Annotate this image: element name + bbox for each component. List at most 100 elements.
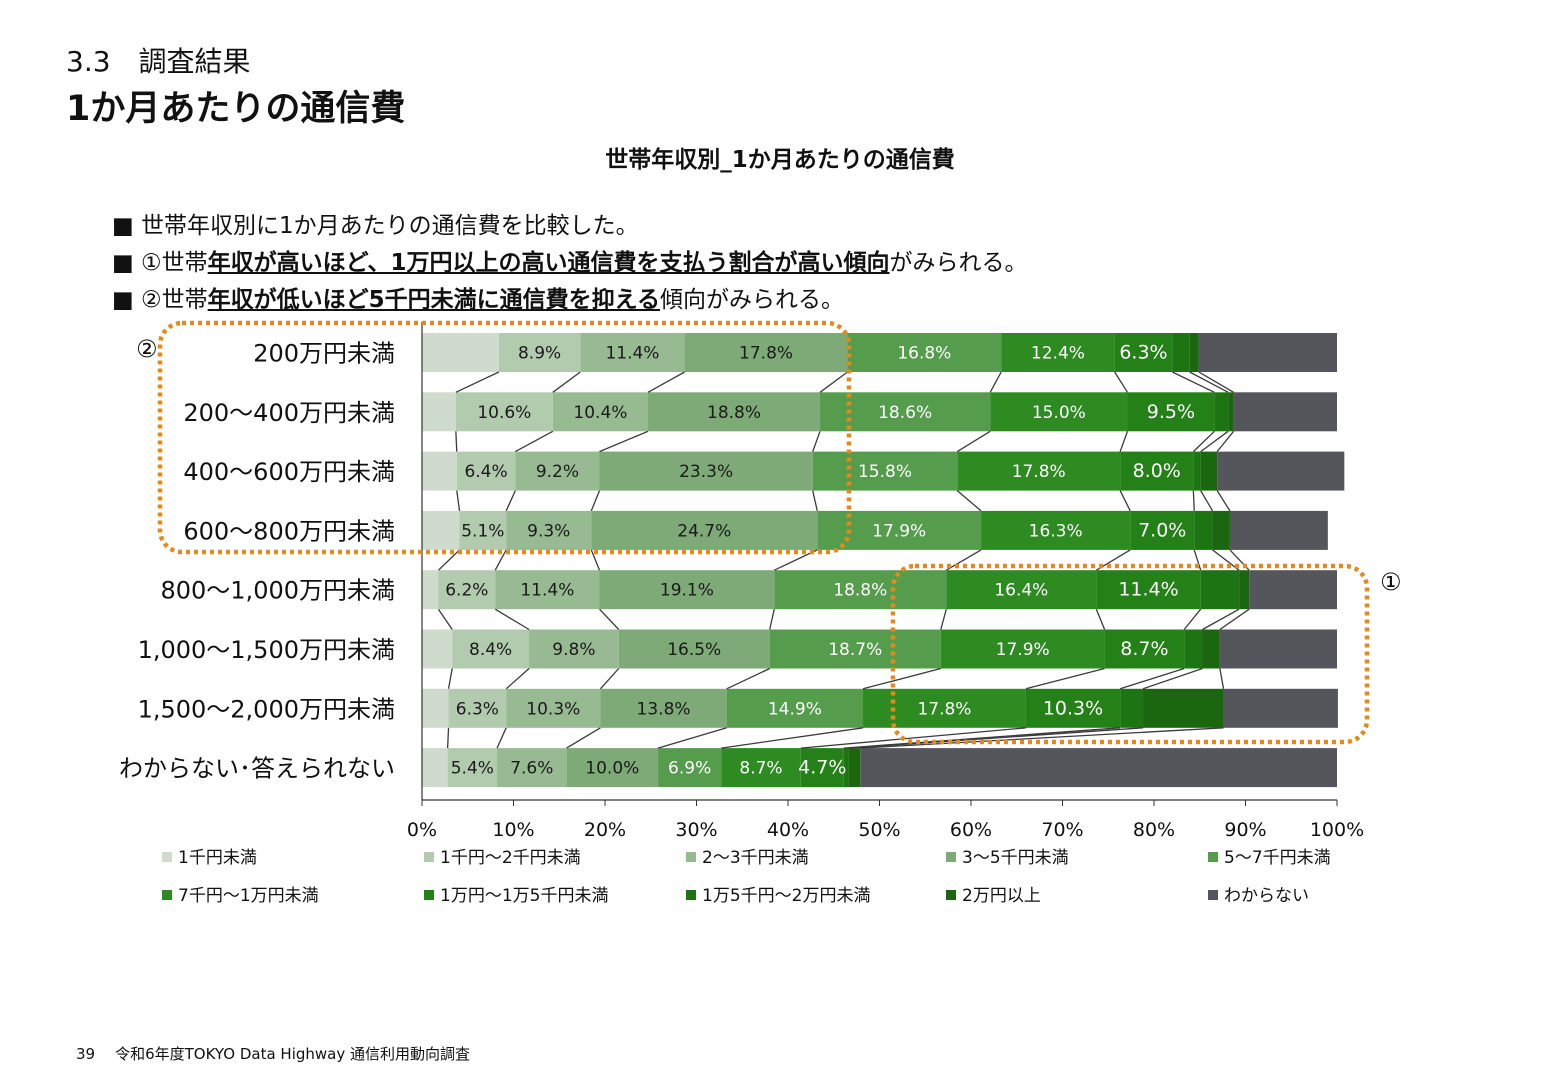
series-line bbox=[726, 667, 770, 690]
bar-segment bbox=[812, 451, 958, 491]
data-label: 10.4% bbox=[573, 403, 627, 423]
series-line bbox=[1198, 371, 1234, 393]
bullet-list: ■ 世帯年収別に1か月あたりの通信費を比較した。 ■ ①世帯年収が高いほど、1万… bbox=[112, 208, 1028, 319]
category-label: 200万円未満 bbox=[253, 340, 395, 368]
series-line bbox=[1192, 490, 1195, 511]
bar-segment bbox=[1219, 629, 1337, 669]
series-line bbox=[1142, 667, 1203, 690]
bar-segment bbox=[726, 688, 864, 728]
series-line bbox=[552, 371, 581, 393]
series-line bbox=[494, 608, 530, 631]
bar-segment bbox=[422, 688, 449, 728]
series-line bbox=[590, 490, 601, 512]
bar-segment bbox=[438, 570, 496, 610]
series-line bbox=[1095, 608, 1106, 630]
bar-segment bbox=[1239, 570, 1250, 610]
series-line bbox=[956, 490, 982, 512]
bar-segment bbox=[497, 748, 567, 788]
series-line bbox=[1189, 371, 1229, 393]
bullet-item: ■ ①世帯年収が高いほど、1万円以上の高い通信費を支払う割合が高い傾向がみられる… bbox=[112, 250, 1028, 276]
data-label: 4.7% bbox=[798, 757, 846, 779]
data-label: 11.4% bbox=[520, 581, 574, 601]
series-line bbox=[455, 371, 500, 393]
bar-segment bbox=[990, 392, 1128, 432]
data-label: 6.3% bbox=[456, 699, 499, 719]
legend-swatch bbox=[162, 852, 172, 862]
series-line bbox=[1219, 608, 1250, 631]
x-tick-label: 100% bbox=[1310, 819, 1364, 841]
legend-label: 1万円〜1万5千円未満 bbox=[440, 886, 608, 906]
data-label: 10.3% bbox=[1043, 697, 1103, 719]
legend-label: 1万5千円〜2万円未満 bbox=[702, 886, 870, 906]
series-line bbox=[1200, 490, 1214, 512]
chart-title: 世帯年収別_1か月あたりの通信費 bbox=[605, 147, 955, 173]
category-label: 800〜1,000万円未満 bbox=[160, 577, 395, 605]
data-label: 16.8% bbox=[897, 344, 951, 364]
data-label: 6.9% bbox=[668, 759, 711, 779]
data-label: 9.5% bbox=[1147, 401, 1195, 423]
data-label: 6.4% bbox=[464, 462, 507, 482]
bar-segment bbox=[1120, 451, 1194, 491]
bar-segment bbox=[1229, 510, 1328, 550]
x-tick-label: 30% bbox=[675, 819, 717, 841]
data-label: 10.6% bbox=[477, 403, 531, 423]
bar-segment bbox=[1189, 333, 1199, 372]
data-label: 19.1% bbox=[660, 581, 714, 601]
bar-segment bbox=[422, 392, 456, 432]
data-label: 9.3% bbox=[527, 521, 570, 541]
legend-label: 3〜5千円未満 bbox=[962, 848, 1069, 868]
series-line bbox=[1114, 371, 1129, 393]
legend-label: 1千円〜2千円未満 bbox=[440, 848, 581, 868]
series-line bbox=[505, 490, 516, 512]
bar-segment bbox=[599, 451, 813, 491]
series-line bbox=[599, 430, 649, 453]
bar-segment bbox=[459, 510, 507, 550]
data-label: 16.3% bbox=[1029, 521, 1083, 541]
bar-segment bbox=[774, 570, 947, 610]
x-tick-label: 70% bbox=[1041, 819, 1083, 841]
legend-swatch bbox=[424, 852, 434, 862]
series-line bbox=[1212, 549, 1240, 571]
bullet-item: ■ ②世帯年収が低いほど5千円未満に通信費を抑える傾向がみられる。 bbox=[112, 287, 844, 313]
series-line bbox=[1025, 667, 1105, 690]
bar-segment bbox=[1184, 629, 1203, 669]
data-label: 9.2% bbox=[536, 462, 579, 482]
bar-segment bbox=[1120, 688, 1144, 728]
bar-segment bbox=[843, 748, 849, 788]
bar-segment bbox=[618, 629, 770, 669]
series-line bbox=[819, 371, 848, 393]
legend-label: 2万円以上 bbox=[962, 886, 1041, 906]
bar-segment bbox=[1025, 688, 1121, 728]
bar-segment bbox=[946, 570, 1097, 610]
series-line bbox=[446, 727, 450, 749]
bar-segment bbox=[591, 510, 818, 550]
series-line bbox=[862, 667, 941, 690]
series-line bbox=[566, 727, 601, 749]
series-line bbox=[769, 609, 775, 630]
data-label: 9.8% bbox=[552, 640, 595, 660]
legend-label: わからない bbox=[1224, 886, 1309, 906]
data-label: 7.0% bbox=[1138, 519, 1186, 541]
category-label: 1,000〜1,500万円未満 bbox=[138, 636, 395, 664]
bar-segment bbox=[721, 748, 801, 788]
callout-1: ① bbox=[1380, 568, 1402, 596]
bar-segment bbox=[1212, 510, 1230, 550]
footer-text: 令和6年度TOKYO Data Highway 通信利用動向調査 bbox=[115, 1045, 470, 1063]
series-line bbox=[1119, 667, 1185, 690]
bar-segment bbox=[422, 333, 499, 372]
series-line bbox=[1216, 430, 1235, 453]
footer: 39 令和6年度TOKYO Data Highway 通信利用動向調査 bbox=[76, 1043, 470, 1064]
bar-segment bbox=[1200, 451, 1218, 491]
series-line bbox=[1219, 668, 1225, 689]
series-line bbox=[1183, 608, 1202, 630]
series-line bbox=[800, 727, 1026, 749]
data-label: 17.9% bbox=[996, 640, 1050, 660]
bar-segment bbox=[684, 333, 848, 372]
bullet-highlight: 年収が高いほど、1万円以上の高い通信費を支払う割合が高い傾向 bbox=[207, 250, 890, 276]
legend-swatch bbox=[1208, 852, 1218, 862]
bar-segment bbox=[1193, 451, 1201, 491]
series-line bbox=[1200, 430, 1229, 453]
data-label: 17.8% bbox=[917, 699, 971, 719]
bar-segment bbox=[600, 688, 727, 728]
highlight-box-high-income bbox=[890, 563, 1370, 745]
